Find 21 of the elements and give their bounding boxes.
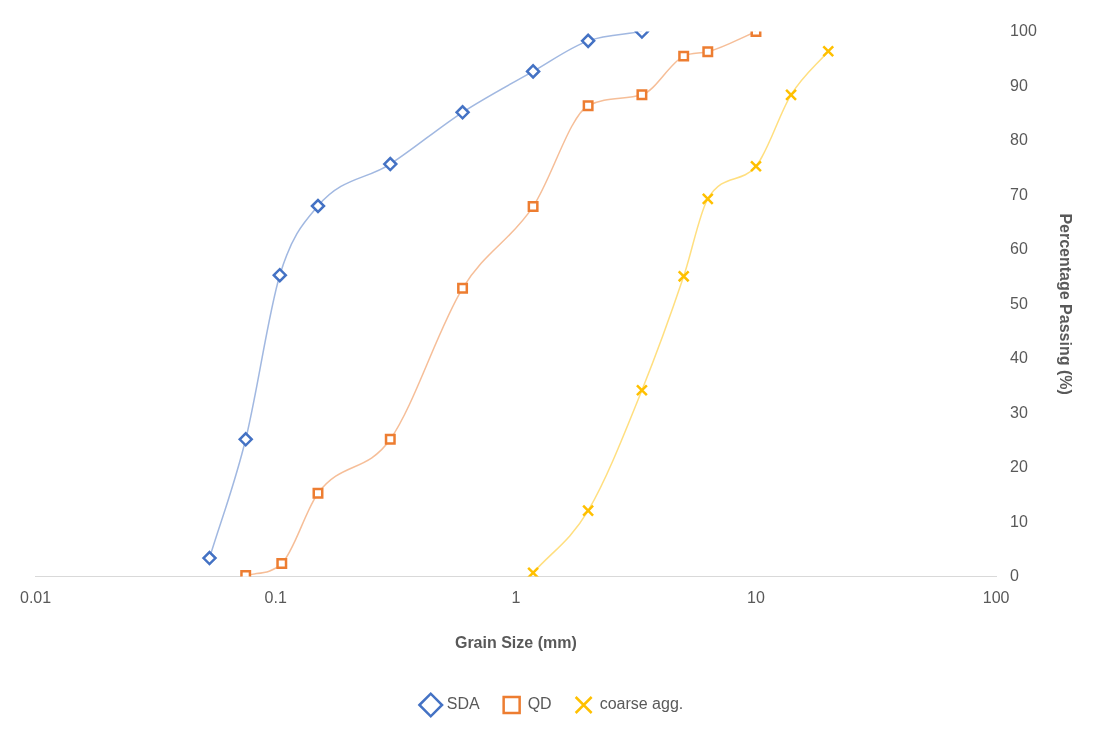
x-tick-label: 0.01 xyxy=(20,588,52,606)
x-tick-label: 0.1 xyxy=(264,588,287,606)
y-tick-label: 80 xyxy=(1010,131,1028,149)
y-tick-label: 40 xyxy=(1010,349,1028,367)
x-tick-label: 10 xyxy=(747,588,765,606)
x-tick-label: 1 xyxy=(511,588,521,606)
legend-label: QD xyxy=(527,695,552,713)
y-tick-label: 90 xyxy=(1010,76,1028,94)
y-axis-title: Percentage Passing (%) xyxy=(1056,213,1074,395)
y-tick-label: 50 xyxy=(1010,294,1028,312)
legend-label: coarse agg. xyxy=(599,695,684,713)
y-tick-label: 0 xyxy=(1010,567,1020,585)
y-tick-label: 10 xyxy=(1010,512,1028,530)
y-tick-label: 70 xyxy=(1010,185,1028,203)
y-tick-label: 100 xyxy=(1010,22,1037,40)
y-tick-label: 20 xyxy=(1010,458,1028,476)
y-tick-label: 60 xyxy=(1010,240,1028,258)
legend-label: SDA xyxy=(446,695,480,713)
x-tick-label: 100 xyxy=(982,588,1010,606)
x-axis-title: Grain Size (mm) xyxy=(454,633,577,651)
y-tick-label: 30 xyxy=(1010,403,1028,421)
